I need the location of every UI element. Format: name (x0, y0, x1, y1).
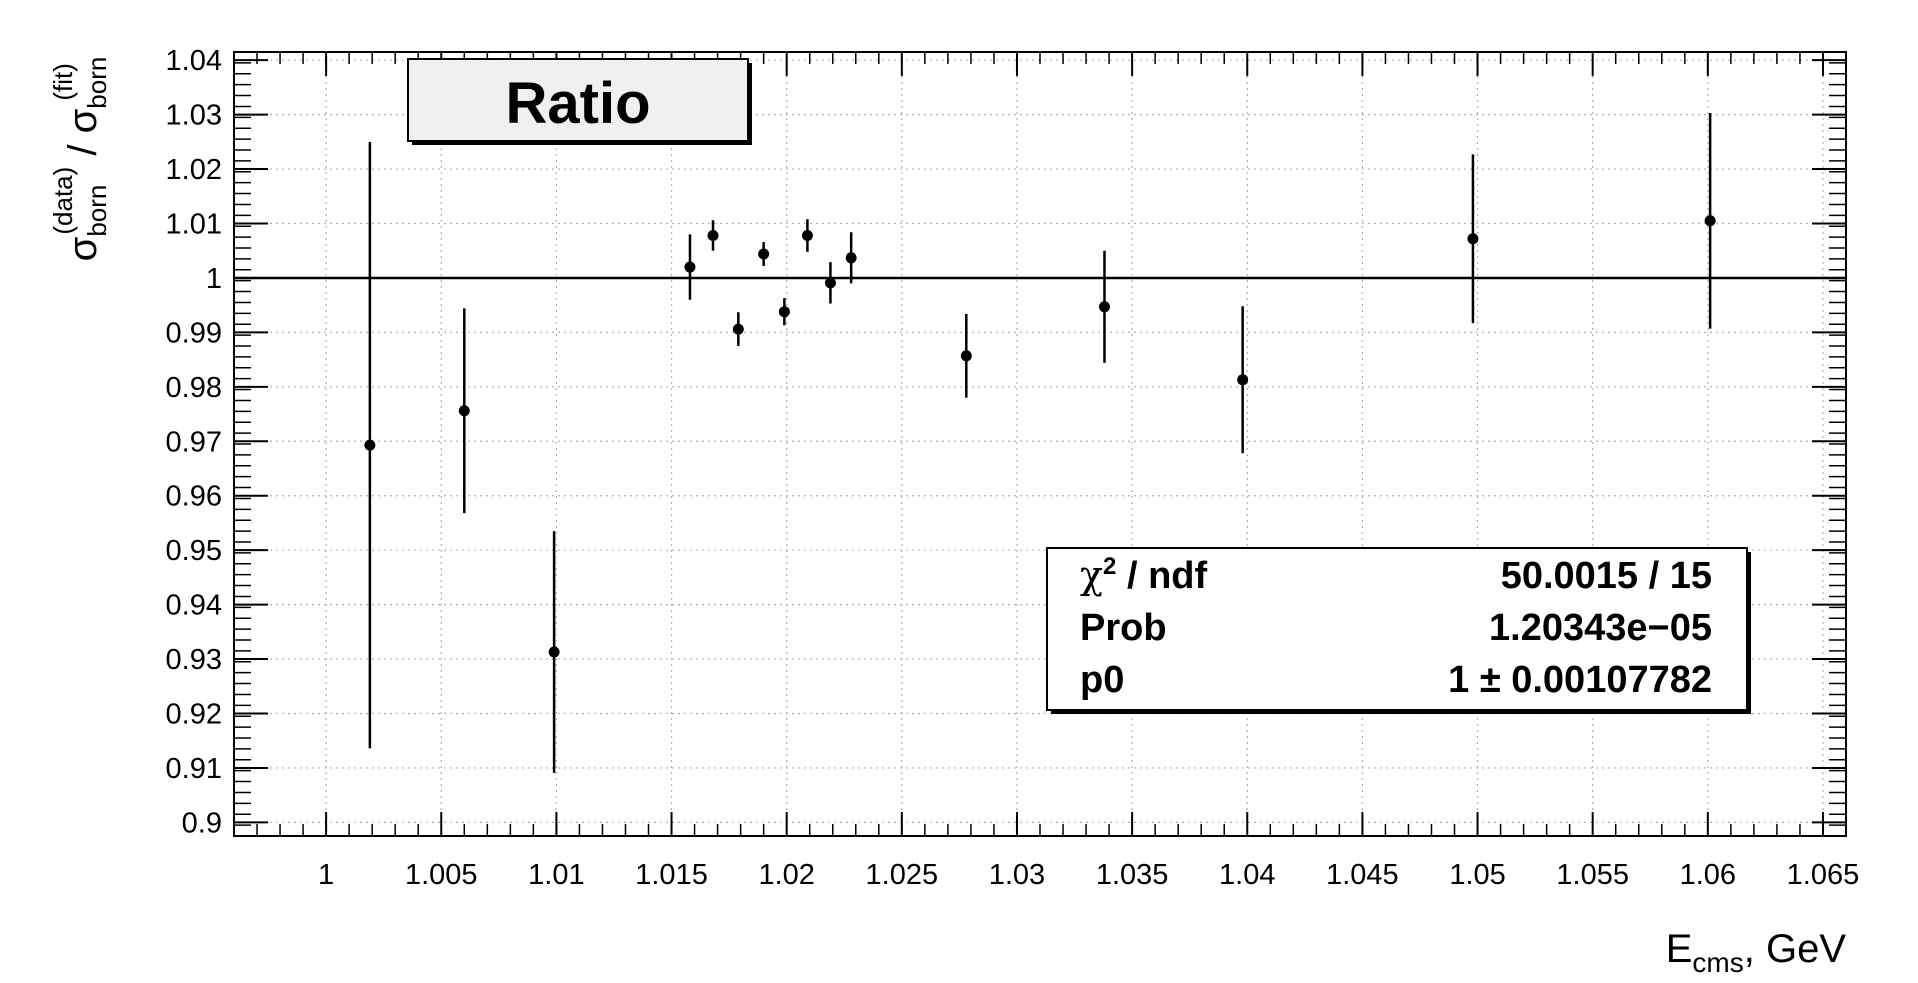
point-marker (458, 405, 470, 417)
svg-text:σborn(data) / σborn(fit): σborn(data) / σborn(fit) (48, 57, 112, 262)
y-tick-label: 0.94 (166, 590, 222, 622)
x-tick-label: 1.02 (758, 859, 814, 891)
y-tick-label: 0.9 (182, 807, 222, 839)
data-point (845, 232, 857, 284)
stats-value-chi2: 50.0015 / 15 (1501, 555, 1712, 597)
chart-title: Ratio (506, 71, 651, 136)
data-point (801, 219, 813, 252)
y-tick-label: 1.04 (166, 45, 222, 77)
point-marker (684, 261, 696, 273)
y-axis-title: σborn(data) / σborn(fit) (48, 57, 112, 262)
data-point (548, 531, 560, 773)
point-marker (707, 229, 719, 241)
y-tick-label: 0.99 (166, 317, 222, 349)
y-tick-labels: 0.9 0.91 0.92 0.93 0.94 0.95 0.96 0.97 0.98 0.99 1… (166, 45, 222, 839)
x-axis-title: Ecms, GeV (1666, 927, 1847, 978)
title-box: Ratio (407, 58, 752, 145)
point-marker (1467, 233, 1479, 245)
grid-lines (234, 52, 1846, 836)
data-point (1098, 250, 1110, 363)
data-point (1704, 112, 1716, 329)
x-tick-label: 1.045 (1326, 859, 1399, 891)
point-marker (732, 323, 744, 335)
x-tick-label: 1.065 (1787, 859, 1860, 891)
data-point (1237, 306, 1249, 454)
stats-value-prob: 1.20343e−05 (1489, 607, 1712, 649)
x-tick-label: 1.055 (1556, 859, 1629, 891)
point-marker (548, 646, 560, 658)
x-tick-label: 1.05 (1449, 859, 1505, 891)
x-tick-label: 1.03 (989, 859, 1045, 891)
x-tick-label: 1.025 (866, 859, 939, 891)
y-tick-label: 1.01 (166, 209, 222, 241)
x-tick-labels: 1 1.005 1.01 1.015 1.02 1.025 1.03 1.035 1.04 1.0… (318, 859, 1859, 891)
point-marker (801, 229, 813, 241)
data-point (758, 242, 770, 266)
y-tick-label: 0.96 (166, 481, 222, 513)
x-tick-label: 1.035 (1096, 859, 1169, 891)
x-tick-label: 1.015 (635, 859, 708, 891)
x-tick-label: 1.005 (405, 859, 478, 891)
x-tick-label: 1 (318, 859, 334, 891)
stats-label-prob: Prob (1080, 607, 1167, 649)
data-point (458, 308, 470, 514)
data-point (1467, 154, 1479, 324)
x-tick-label: 1.06 (1680, 859, 1736, 891)
stats-value-p0: 1 ± 0.00107782 (1448, 659, 1712, 701)
point-marker (778, 306, 790, 318)
point-marker (364, 439, 376, 451)
stats-label-chi2: χ2 / ndf (1080, 553, 1207, 597)
axis-ticks (233, 51, 1847, 837)
y-tick-label: 1 (206, 263, 222, 295)
point-marker (1237, 374, 1249, 386)
data-point (732, 312, 744, 346)
y-tick-label: 1.02 (166, 154, 222, 186)
y-tick-label: 1.03 (166, 100, 222, 132)
y-tick-label: 0.91 (166, 753, 222, 785)
x-tick-label: 1.01 (528, 859, 584, 891)
data-point (684, 234, 696, 300)
x-tick-label: 1.04 (1219, 859, 1275, 891)
point-marker (824, 277, 836, 289)
data-point (364, 141, 376, 749)
y-tick-label: 0.95 (166, 535, 222, 567)
y-tick-label: 0.93 (166, 644, 222, 676)
data-point (824, 262, 836, 304)
y-tick-label: 0.97 (166, 426, 222, 458)
point-marker (1098, 301, 1110, 313)
data-points (364, 112, 1716, 773)
data-point (707, 220, 719, 251)
stats-label-p0: p0 (1080, 659, 1124, 701)
data-point (960, 313, 972, 398)
y-tick-label: 0.98 (166, 372, 222, 404)
point-marker (845, 252, 857, 264)
data-point (778, 298, 790, 326)
point-marker (960, 350, 972, 362)
point-marker (1704, 215, 1716, 227)
point-marker (758, 248, 770, 260)
fit-stats-box: χ2 / ndf 50.0015 / 15 Prob 1.20343e−05 p… (1046, 547, 1751, 714)
y-tick-label: 0.92 (166, 699, 222, 731)
